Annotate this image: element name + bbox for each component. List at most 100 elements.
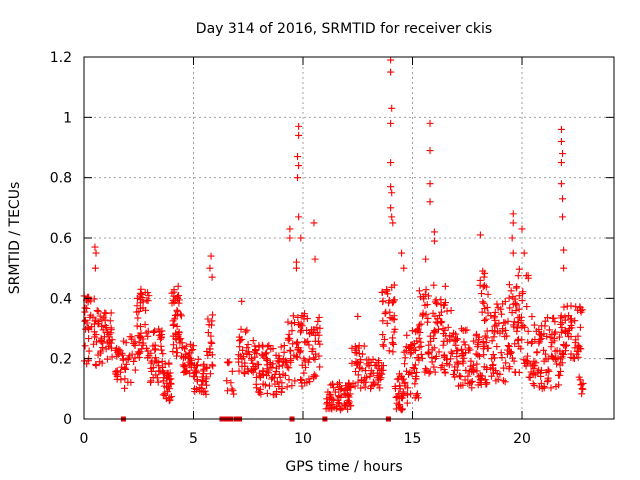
- data-point: [535, 339, 543, 347]
- data-point: [172, 344, 180, 352]
- data-point: [397, 394, 405, 402]
- data-point: [482, 380, 490, 388]
- data-point: [460, 354, 468, 362]
- data-point: [207, 252, 215, 260]
- data-point: [560, 303, 568, 311]
- data-point: [562, 329, 570, 337]
- data-point: [98, 316, 106, 324]
- data-point: [548, 352, 556, 360]
- data-point: [265, 341, 273, 349]
- data-point: [411, 347, 419, 355]
- data-point: [570, 355, 578, 363]
- data-point: [94, 320, 102, 328]
- data-point: [454, 360, 462, 368]
- data-point: [369, 378, 377, 386]
- data-point: [513, 324, 521, 332]
- data-point: [574, 353, 582, 361]
- data-point: [559, 213, 567, 221]
- data-point: [179, 354, 187, 362]
- data-point: [407, 350, 415, 358]
- data-point: [439, 341, 447, 349]
- data-point: [563, 302, 571, 310]
- data-point: [156, 335, 164, 343]
- data-point: [167, 393, 175, 401]
- y-tick-labels: 0 0.2 0.4 0.6 0.8 1 1.2: [50, 50, 72, 428]
- data-point: [492, 367, 500, 375]
- data-point: [278, 379, 286, 387]
- data-point: [389, 348, 397, 356]
- data-point: [186, 358, 194, 366]
- data-point: [137, 285, 145, 293]
- data-point: [565, 333, 573, 341]
- data-point: [193, 361, 201, 369]
- data-point: [578, 390, 586, 398]
- data-point: [278, 361, 286, 369]
- data-point: [416, 329, 424, 337]
- data-point: [191, 368, 199, 376]
- data-point: [548, 353, 556, 361]
- data-point: [169, 348, 177, 356]
- data-point: [480, 299, 488, 307]
- data-point: [243, 326, 251, 334]
- data-point: [382, 308, 390, 316]
- data-point: [174, 308, 182, 316]
- data-point: [482, 315, 490, 323]
- data-point: [158, 346, 166, 354]
- data-point: [489, 361, 497, 369]
- data-point: [267, 345, 275, 353]
- data-point: [493, 300, 501, 308]
- data-point: [263, 349, 271, 357]
- data-point: [550, 314, 558, 322]
- data-point: [361, 374, 369, 382]
- data-point: [482, 339, 490, 347]
- data-point: [352, 358, 360, 366]
- data-point: [576, 376, 584, 384]
- data-point: [415, 343, 423, 351]
- data-point: [112, 370, 120, 378]
- data-point: [295, 122, 303, 130]
- data-point: [173, 322, 181, 330]
- data-point: [303, 315, 311, 323]
- data-point: [288, 327, 296, 335]
- data-point: [103, 338, 111, 346]
- data-point: [291, 377, 299, 385]
- data-point: [431, 298, 439, 306]
- data-point: [292, 258, 300, 266]
- data-point: [327, 381, 335, 389]
- data-point: [187, 346, 195, 354]
- data-point: [507, 287, 515, 295]
- data-point: [152, 357, 160, 365]
- data-point: [266, 360, 274, 368]
- data-point: [379, 317, 387, 325]
- data-point: [560, 246, 568, 254]
- data-point: [245, 348, 253, 356]
- data-point: [462, 366, 470, 374]
- data-point: [179, 361, 187, 369]
- data-point: [413, 368, 421, 376]
- data-point: [441, 282, 449, 290]
- data-point: [437, 308, 445, 316]
- data-point: [538, 335, 546, 343]
- data-point: [189, 346, 197, 354]
- data-point: [285, 364, 293, 372]
- data-point: [130, 357, 138, 365]
- data-point: [433, 299, 441, 307]
- data-point: [205, 321, 213, 329]
- data-point: [489, 351, 497, 359]
- data-point: [194, 355, 202, 363]
- data-point: [467, 357, 475, 365]
- data-point: [387, 56, 395, 64]
- data-point: [204, 329, 212, 337]
- data-point: [348, 344, 356, 352]
- data-point: [377, 374, 385, 382]
- data-point: [432, 352, 440, 360]
- data-point: [422, 286, 430, 294]
- y-tick-label: 0.8: [50, 171, 72, 187]
- data-point: [155, 362, 163, 370]
- data-point: [297, 234, 305, 242]
- data-point: [496, 329, 504, 337]
- data-point: [401, 354, 409, 362]
- data-point: [351, 343, 359, 351]
- data-point: [567, 321, 575, 329]
- data-point: [500, 364, 508, 372]
